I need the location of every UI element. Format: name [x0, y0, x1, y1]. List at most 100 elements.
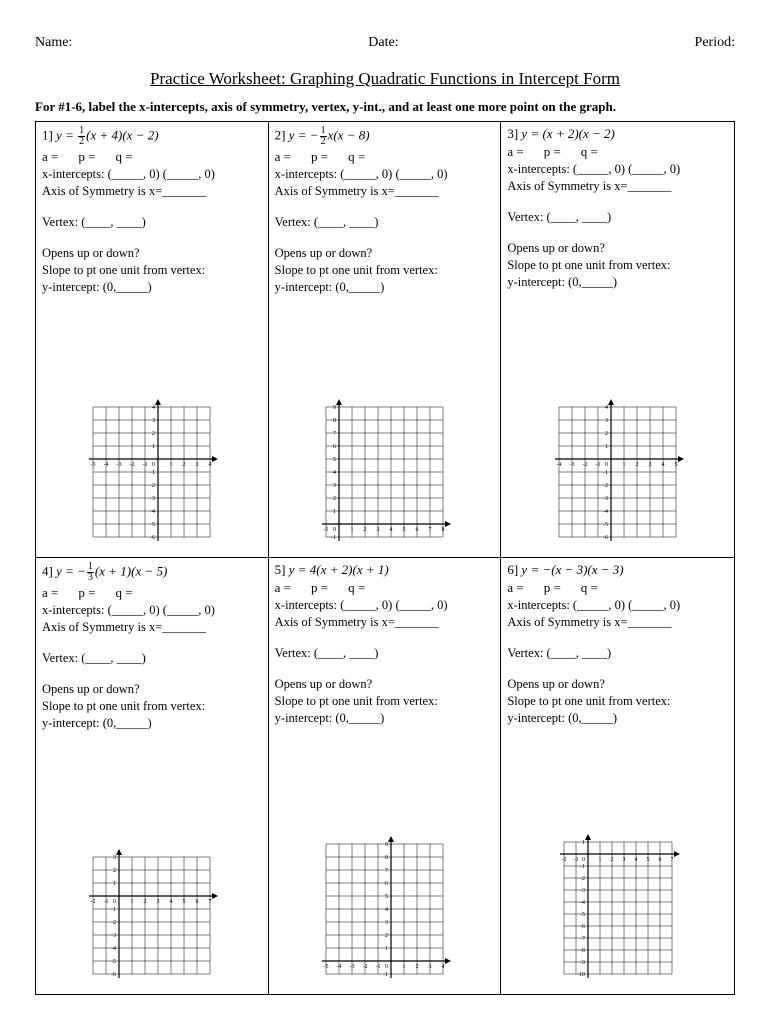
svg-text:-7: -7	[580, 936, 585, 942]
svg-text:1: 1	[350, 527, 353, 533]
svg-text:-4: -4	[603, 509, 608, 515]
svg-text:6: 6	[658, 857, 661, 863]
coordinate-grid: -5-4-3-2-11234-11234567890	[316, 834, 453, 984]
svg-text:-1: -1	[111, 907, 116, 913]
svg-text:-2: -2	[580, 876, 585, 882]
graph-container: -5-4-3-2-11234-6-5-4-3-2-112340	[42, 297, 262, 553]
svg-text:-6: -6	[111, 972, 116, 978]
svg-text:-4: -4	[336, 964, 341, 970]
svg-text:6: 6	[196, 899, 199, 905]
svg-text:-3: -3	[117, 462, 122, 468]
svg-text:-8: -8	[580, 948, 585, 954]
svg-text:7: 7	[670, 857, 673, 863]
vertex-line: Vertex: (____, ____)	[275, 646, 495, 661]
svg-text:3: 3	[157, 899, 160, 905]
svg-text:-4: -4	[104, 462, 109, 468]
problem-cell-6: 6] y = −(x − 3)(x − 3) a =p =q = x-inter…	[501, 558, 734, 994]
vertex-line: Vertex: (____, ____)	[42, 215, 262, 230]
svg-text:2: 2	[113, 868, 116, 874]
problem-cell-1: 1] y = 12(x + 4)(x − 2) a =p =q = x-inte…	[36, 122, 269, 558]
slope-line: Slope to pt one unit from vertex:	[275, 263, 495, 278]
graph-container: -5-4-3-2-11234-11234567890	[275, 728, 495, 990]
svg-text:-2: -2	[603, 483, 608, 489]
coordinate-grid: -5-4-3-2-11234-6-5-4-3-2-112340	[83, 397, 220, 547]
svg-text:-2: -2	[91, 899, 96, 905]
axis-of-symmetry-line: Axis of Symmetry is x=_______	[42, 184, 262, 199]
svg-text:3: 3	[333, 483, 336, 489]
svg-text:-3: -3	[580, 888, 585, 894]
svg-text:-5: -5	[580, 912, 585, 918]
svg-text:2: 2	[144, 899, 147, 905]
apq-row: a =p =q =	[507, 144, 728, 160]
svg-text:-10: -10	[577, 972, 585, 978]
svg-text:1: 1	[605, 444, 608, 450]
svg-text:7: 7	[209, 899, 212, 905]
y-intercept-line: y-intercept: (0,_____)	[507, 275, 728, 290]
y-intercept-line: y-intercept: (0,_____)	[42, 280, 262, 295]
svg-text:2: 2	[363, 527, 366, 533]
svg-text:8: 8	[385, 855, 388, 861]
svg-text:1: 1	[131, 899, 134, 905]
svg-text:7: 7	[428, 527, 431, 533]
svg-text:-1: -1	[375, 964, 380, 970]
apq-row: a =p =q =	[275, 580, 495, 596]
vertex-line: Vertex: (____, ____)	[507, 210, 728, 225]
header-row: Name: Date: Period:	[35, 35, 735, 51]
problem-cell-5: 5] y = 4(x + 2)(x + 1) a =p =q = x-inter…	[269, 558, 502, 994]
x-intercepts-line: x-intercepts: (_____, 0) (_____, 0)	[275, 167, 495, 182]
coordinate-grid: -2-11234567-10-9-8-7-6-5-4-3-2-110	[554, 832, 682, 984]
svg-text:-9: -9	[580, 960, 585, 966]
x-intercepts-line: x-intercepts: (_____, 0) (_____, 0)	[275, 598, 495, 613]
svg-text:-2: -2	[362, 964, 367, 970]
svg-text:4: 4	[170, 899, 173, 905]
svg-text:1: 1	[598, 857, 601, 863]
graph-container: -4-3-2-112345-6-5-4-3-2-112340	[507, 292, 728, 553]
svg-text:6: 6	[415, 527, 418, 533]
vertex-line: Vertex: (____, ____)	[275, 215, 495, 230]
vertex-line: Vertex: (____, ____)	[507, 646, 728, 661]
problem-grid: 1] y = 12(x + 4)(x − 2) a =p =q = x-inte…	[35, 121, 735, 995]
svg-text:-2: -2	[150, 483, 155, 489]
svg-text:-3: -3	[150, 496, 155, 502]
svg-text:-1: -1	[331, 535, 336, 541]
svg-text:-1: -1	[104, 899, 109, 905]
svg-text:3: 3	[376, 527, 379, 533]
svg-text:5: 5	[333, 457, 336, 463]
svg-text:1: 1	[402, 964, 405, 970]
svg-text:-1: -1	[603, 470, 608, 476]
svg-text:4: 4	[333, 470, 336, 476]
svg-text:3: 3	[196, 462, 199, 468]
svg-text:4: 4	[209, 462, 212, 468]
graph-container: -2-11234567-10-9-8-7-6-5-4-3-2-110	[507, 728, 728, 990]
y-intercept-line: y-intercept: (0,_____)	[275, 280, 495, 295]
axis-of-symmetry-line: Axis of Symmetry is x=_______	[42, 620, 262, 635]
svg-text:-3: -3	[349, 964, 354, 970]
svg-text:4: 4	[634, 857, 637, 863]
svg-text:-1: -1	[143, 462, 148, 468]
opens-line: Opens up or down?	[275, 677, 495, 692]
svg-text:0: 0	[152, 462, 155, 468]
x-intercepts-line: x-intercepts: (_____, 0) (_____, 0)	[42, 603, 262, 618]
svg-text:-2: -2	[111, 920, 116, 926]
svg-text:6: 6	[333, 444, 336, 450]
graph-container: -2-11234567-6-5-4-3-2-11230	[42, 733, 262, 990]
svg-text:5: 5	[646, 857, 649, 863]
svg-text:4: 4	[605, 405, 608, 411]
svg-text:1: 1	[623, 462, 626, 468]
equation: 2] y = −12x(x − 8)	[275, 126, 495, 147]
svg-text:-1: -1	[323, 527, 328, 533]
y-intercept-line: y-intercept: (0,_____)	[42, 716, 262, 731]
svg-text:4: 4	[389, 527, 392, 533]
svg-text:1: 1	[333, 509, 336, 515]
svg-text:3: 3	[605, 418, 608, 424]
svg-text:-5: -5	[603, 522, 608, 528]
svg-text:-2: -2	[583, 462, 588, 468]
svg-text:-3: -3	[603, 496, 608, 502]
svg-text:-4: -4	[557, 462, 562, 468]
svg-text:-2: -2	[561, 857, 566, 863]
slope-line: Slope to pt one unit from vertex:	[275, 694, 495, 709]
equation: 5] y = 4(x + 2)(x + 1)	[275, 562, 495, 578]
problem-cell-4: 4] y = −13(x + 1)(x − 5) a =p =q = x-int…	[36, 558, 269, 994]
y-intercept-line: y-intercept: (0,_____)	[275, 711, 495, 726]
svg-text:-6: -6	[150, 535, 155, 541]
